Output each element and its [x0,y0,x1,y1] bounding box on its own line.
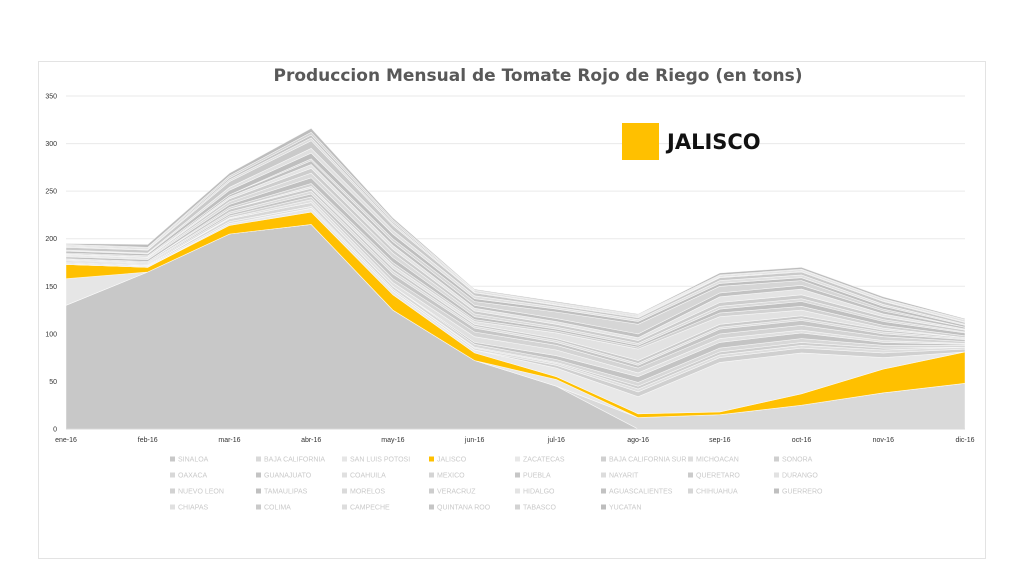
chart-frame [38,61,986,559]
legend-swatch-yucatan [601,504,606,510]
x-tick-label-oct-16: oct-16 [792,437,812,444]
legend-label-queretaro: QUERETARO [696,473,740,480]
y-tick-label-100: 100 [45,331,57,338]
chart-title: Produccion Mensual de Tomate Rojo de Rie… [273,66,803,86]
legend-label-zacatecas: ZACATECAS [523,457,565,464]
legend-swatch-chiapas [170,504,175,510]
x-tick-label-jul-16: jul-16 [547,437,565,444]
legend-label-coahuila: COAHUILA [350,473,386,480]
legend-swatch-nuevo-leon [170,488,175,494]
y-tick-label-150: 150 [45,284,57,291]
legend-swatch-hidalgo [515,488,520,494]
legend-swatch-aguascalientes [601,488,606,494]
legend-label-hidalgo: HIDALGO [523,489,555,496]
legend-swatch-colima [256,504,261,510]
legend-swatch-coahuila [342,472,347,478]
legend-label-yucatan: YUCATAN [609,505,641,512]
legend-label-quintana-roo: QUINTANA ROO [437,505,491,512]
legend-swatch-guerrero [774,488,779,494]
legend-label-sinaloa: SINALOA [178,457,209,464]
legend-label-nayarit: NAYARIT [609,473,639,480]
x-tick-label-mar-16: mar-16 [218,437,240,444]
legend-label-jalisco: JALISCO [437,457,467,464]
x-tick-label-ago-16: ago-16 [627,437,649,444]
x-tick-label-feb-16: feb-16 [138,437,158,444]
legend-label-mexico: MEXICO [437,473,465,480]
legend-swatch-sinaloa [170,456,175,462]
x-tick-label-sep-16: sep-16 [709,437,731,444]
callout-label: JALISCO [665,130,761,154]
legend-label-michoacan: MICHOACAN [696,457,739,464]
legend-swatch-nayarit [601,472,606,478]
x-tick-label-nov-16: nov-16 [873,437,895,444]
legend-swatch-oaxaca [170,472,175,478]
legend-label-chihuahua: CHIHUAHUA [696,489,738,496]
legend-swatch-queretaro [688,472,693,478]
y-tick-label-350: 350 [45,94,57,101]
legend-label-baja-california: BAJA CALIFORNIA [264,457,325,464]
y-tick-label-0: 0 [53,427,57,434]
legend-label-veracruz: VERACRUZ [437,489,476,496]
legend-label-tabasco: TABASCO [523,505,556,512]
legend-label-guanajuato: GUANAJUATO [264,473,312,480]
legend-swatch-tamaulipas [256,488,261,494]
y-tick-label-300: 300 [45,141,57,148]
legend-label-campeche: CAMPECHE [350,505,390,512]
legend-swatch-tabasco [515,504,520,510]
x-tick-label-dic-16: dic-16 [955,437,974,444]
legend-swatch-sonora [774,456,779,462]
legend-swatch-puebla [515,472,520,478]
legend-swatch-morelos [342,488,347,494]
legend-swatch-zacatecas [515,456,520,462]
legend-swatch-baja-california [256,456,261,462]
legend-swatch-chihuahua [688,488,693,494]
legend-label-colima: COLIMA [264,505,291,512]
legend-swatch-guanajuato [256,472,261,478]
area-yucatan [65,127,966,320]
y-tick-label-250: 250 [45,189,57,196]
legend-label-durango: DURANGO [782,473,818,480]
legend-label-aguascalientes: AGUASCALIENTES [609,489,673,496]
legend-label-morelos: MORELOS [350,489,385,496]
y-tick-label-200: 200 [45,236,57,243]
y-tick-label-50: 50 [49,379,57,386]
legend-swatch-michoacan [688,456,693,462]
legend-swatch-jalisco [429,456,434,462]
legend-swatch-campeche [342,504,347,510]
legend-label-guerrero: GUERRERO [782,489,823,496]
legend-swatch-mexico [429,472,434,478]
legend-swatch-baja-california-sur [601,456,606,462]
callout-swatch [622,123,659,160]
x-tick-label-jun-16: jun-16 [464,437,485,444]
legend-label-puebla: PUEBLA [523,473,551,480]
legend-label-oaxaca: OAXACA [178,473,208,480]
legend-label-san-luis-potosi: SAN LUIS POTOSI [350,457,410,464]
x-tick-label-abr-16: abr-16 [301,437,321,444]
legend-label-tamaulipas: TAMAULIPAS [264,489,308,496]
legend-swatch-durango [774,472,779,478]
x-tick-label-ene-16: ene-16 [55,437,77,444]
legend-swatch-san-luis-potosi [342,456,347,462]
legend-label-nuevo-leon: NUEVO LEON [178,489,224,496]
legend-label-baja-california-sur: BAJA CALIFORNIA SUR [609,457,686,464]
legend-swatch-veracruz [429,488,434,494]
x-tick-label-may-16: may-16 [381,437,404,444]
legend-label-sonora: SONORA [782,457,813,464]
legend-label-chiapas: CHIAPAS [178,505,209,512]
legend-swatch-quintana-roo [429,504,434,510]
